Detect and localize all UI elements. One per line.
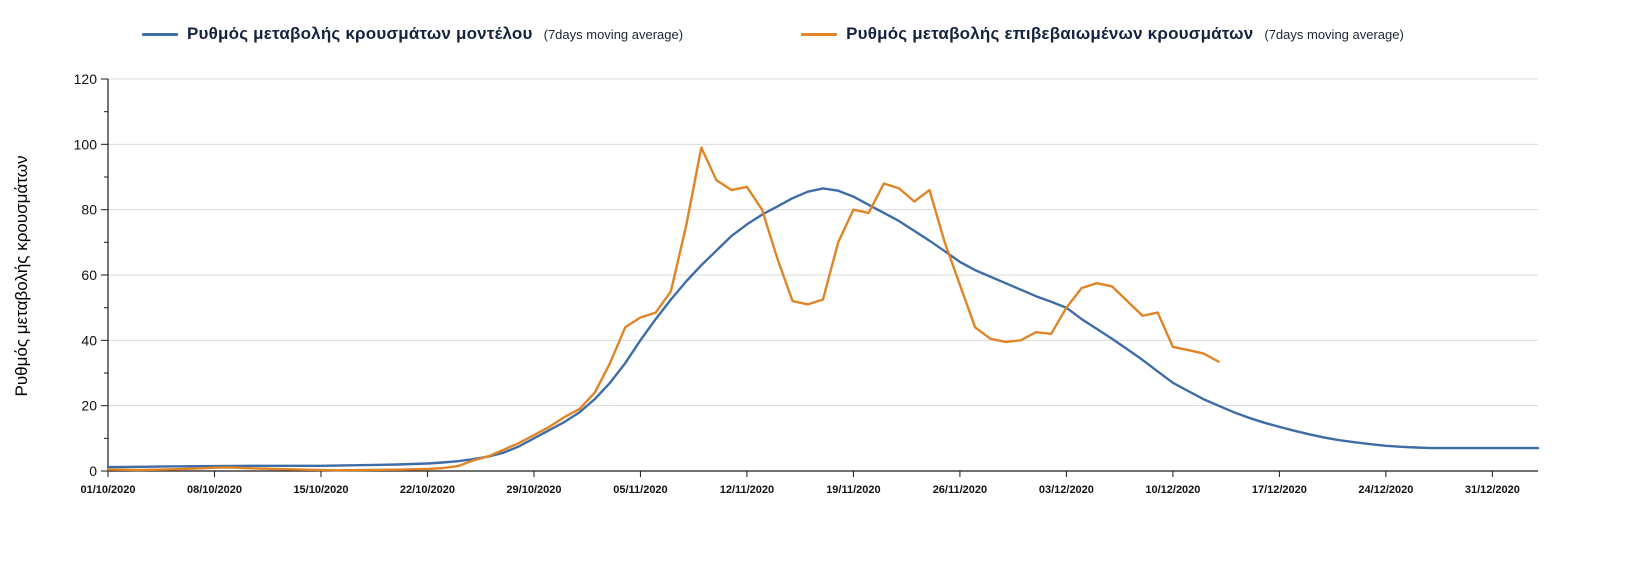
legend-suffix-model: (7days moving average)	[543, 26, 684, 42]
x-tick-label: 05/11/2020	[613, 484, 667, 496]
model-line-swatch-icon	[142, 32, 178, 36]
y-tick-label: 0	[89, 463, 97, 479]
y-tick-label: 80	[81, 202, 97, 218]
y-tick-label: 40	[81, 332, 97, 348]
legend-item-confirmed: Ρυθμός μεταβολής επιβεβαιωμένων κρουσμάτ…	[801, 24, 1404, 44]
y-tick-label: 20	[81, 398, 97, 414]
x-tick-label: 08/10/2020	[187, 484, 242, 496]
x-tick-label: 17/12/2020	[1252, 484, 1307, 496]
confirmed-line-swatch-icon	[801, 32, 838, 36]
x-tick-label: 10/12/2020	[1145, 484, 1200, 496]
legend-suffix-confirmed: (7days moving average)	[1264, 26, 1404, 42]
y-tick-label: 100	[74, 136, 98, 152]
x-tick-label: 03/12/2020	[1039, 484, 1094, 496]
legend-item-model: Ρυθμός μεταβολής κρουσμάτων μοντέλου (7d…	[142, 24, 683, 44]
chart-legend: Ρυθμός μεταβολής κρουσμάτων μοντέλου (7d…	[142, 24, 1404, 44]
confirmed-series-line	[106, 146, 1220, 472]
y-tick-label: 60	[81, 267, 97, 283]
legend-label-confirmed: Ρυθμός μεταβολής επιβεβαιωμένων κρουσμάτ…	[846, 24, 1254, 43]
x-tick-label: 15/10/2020	[293, 484, 348, 496]
x-tick-label: 22/10/2020	[400, 484, 455, 496]
legend-label-model: Ρυθμός μεταβολής κρουσμάτων μοντέλου	[187, 24, 533, 43]
x-tick-label: 29/10/2020	[506, 484, 561, 496]
x-tick-label: 31/12/2020	[1465, 484, 1520, 496]
x-tick-label: 01/10/2020	[80, 484, 135, 496]
x-tick-label: 26/11/2020	[933, 484, 987, 496]
x-tick-label: 24/12/2020	[1358, 484, 1413, 496]
x-tick-label: 12/11/2020	[720, 484, 774, 496]
x-tick-label: 19/11/2020	[826, 484, 880, 496]
model-series-line	[106, 187, 1540, 469]
y-tick-label: 120	[74, 71, 98, 87]
